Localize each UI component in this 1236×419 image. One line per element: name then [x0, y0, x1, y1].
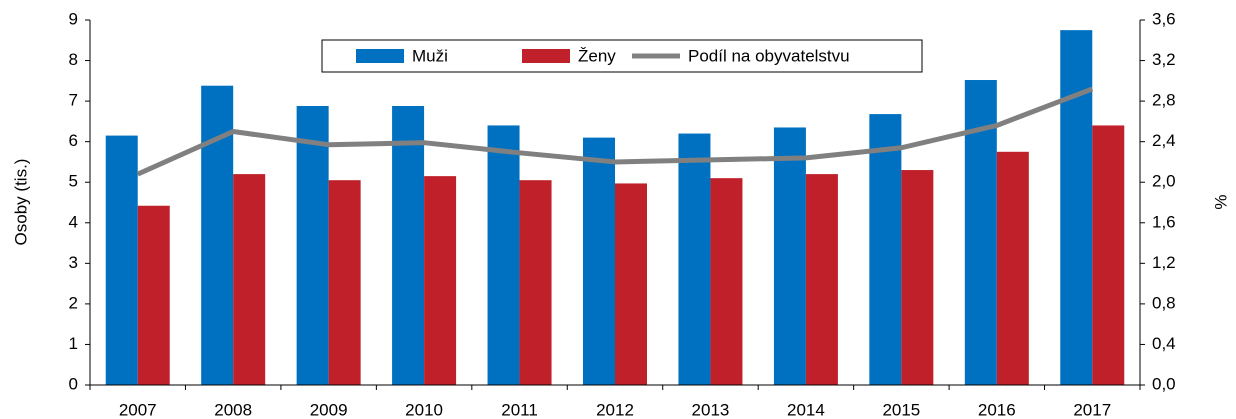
bar [233, 174, 266, 385]
bar [328, 180, 361, 385]
y2-tick-label: 0,8 [1152, 293, 1176, 312]
x-tick-label: 2017 [1073, 400, 1111, 419]
bar [392, 105, 425, 385]
bar [1092, 125, 1125, 385]
bar [615, 183, 647, 385]
x-tick-label: 2008 [214, 400, 252, 419]
line [136, 86, 1094, 177]
bar [996, 151, 1029, 385]
x-tick-label: 2016 [978, 400, 1016, 419]
bar [901, 170, 934, 385]
x-tick-label: 2009 [310, 400, 348, 419]
bar [1060, 30, 1093, 386]
legend-label: Muži [412, 46, 448, 65]
x-tick-label: 2012 [596, 400, 634, 419]
bar [296, 105, 329, 385]
y-tick-label: 5 [69, 172, 78, 191]
y2-tick-label: 0,4 [1152, 334, 1176, 353]
x-tick-label: 2014 [787, 400, 825, 419]
y-tick-label: 3 [69, 253, 78, 272]
y-tick-label: 2 [69, 293, 78, 312]
y-tick-label: 0 [69, 374, 78, 393]
y2-tick-label: 2,8 [1152, 91, 1176, 110]
bar [487, 125, 520, 385]
bar [773, 127, 806, 385]
y-tick-label: 1 [69, 334, 78, 353]
bar [583, 137, 615, 385]
legend-box [321, 39, 923, 73]
bar [710, 178, 743, 385]
x-tick-label: 2011 [501, 400, 538, 419]
y-tick-label: 4 [69, 212, 78, 231]
legend-swatch [522, 49, 570, 63]
x-tick-label: 2013 [692, 400, 730, 419]
y2-tick-label: 3,2 [1152, 50, 1176, 69]
y-tick-label: 6 [69, 131, 78, 150]
y2-axis-label: % [1211, 194, 1230, 209]
bar [201, 85, 234, 385]
y2-tick-label: 0,0 [1152, 374, 1176, 393]
bar [678, 133, 711, 385]
y-tick-label: 7 [69, 91, 78, 110]
bar [805, 174, 838, 385]
y2-tick-label: 2,4 [1152, 131, 1176, 150]
y-axis-label: Osoby (tis.) [11, 159, 30, 246]
bar [137, 205, 170, 385]
legend-label: Podíl na obyvatelstvu [688, 46, 850, 65]
x-tick-label: 2010 [405, 400, 443, 419]
y2-tick-label: 2,0 [1152, 172, 1176, 191]
y-tick-label: 9 [69, 9, 78, 28]
bar [869, 114, 902, 385]
y2-tick-label: 3,6 [1152, 9, 1176, 28]
y-tick-label: 8 [69, 50, 78, 69]
legend-swatch [356, 49, 404, 63]
y2-tick-label: 1,2 [1152, 253, 1176, 272]
legend-label: Ženy [578, 46, 616, 65]
bar [519, 180, 552, 385]
x-tick-label: 2007 [119, 400, 157, 419]
legend: Muži Ženy Podíl na obyvatelstvu [321, 39, 923, 73]
x-tick-label: 2015 [882, 400, 920, 419]
bar [105, 135, 138, 385]
y2-tick-label: 1,6 [1152, 212, 1176, 231]
bar [424, 176, 457, 385]
